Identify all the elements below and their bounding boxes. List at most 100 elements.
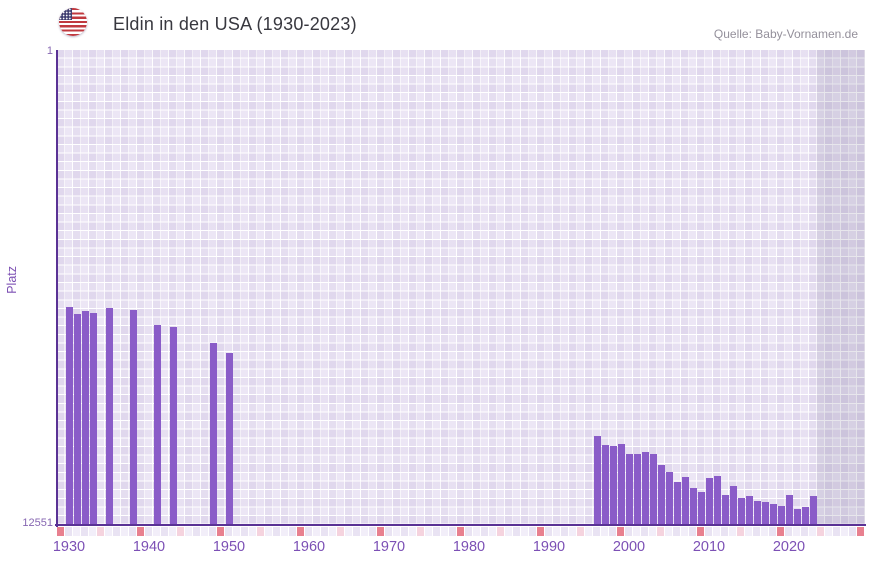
bar-2007[interactable]: [682, 477, 689, 524]
strip-cell: [113, 527, 120, 536]
strip-cell: [481, 527, 488, 536]
strip-cell: [833, 527, 840, 536]
strip-cell: [729, 527, 736, 536]
strip-cell: [529, 527, 536, 536]
strip-cell: [169, 527, 176, 536]
strip-cell: [665, 527, 672, 536]
bar-2004[interactable]: [658, 465, 665, 524]
bar-2015[interactable]: [746, 496, 753, 524]
bar-1938[interactable]: [130, 310, 137, 524]
bar-1933[interactable]: [90, 313, 97, 524]
bar-2019[interactable]: [778, 506, 785, 524]
strip-cell: [129, 527, 136, 536]
bar-1948[interactable]: [210, 343, 217, 524]
strip-cell: [233, 527, 240, 536]
strip-cell: [585, 527, 592, 536]
strip-cell: [713, 527, 720, 536]
us-flag-icon: [59, 8, 87, 36]
strip-cell: [761, 527, 768, 536]
strip-cell: [361, 527, 368, 536]
bar-2006[interactable]: [674, 482, 681, 524]
bar-1941[interactable]: [154, 325, 161, 524]
bar-2020[interactable]: [786, 495, 793, 524]
bar-2021[interactable]: [794, 509, 801, 524]
bar-1950[interactable]: [226, 353, 233, 524]
bar-2002[interactable]: [642, 452, 649, 524]
strip-cell: [185, 527, 192, 536]
strip-marker-red: [217, 527, 224, 536]
strip-cell: [153, 527, 160, 536]
strip-cell: [625, 527, 632, 536]
x-axis-tick-2010: 2010: [692, 539, 726, 555]
strip-marker-red: [777, 527, 784, 536]
strip-cell: [81, 527, 88, 536]
bar-2003[interactable]: [650, 454, 657, 524]
bar-1931[interactable]: [74, 314, 81, 524]
y-axis-label: Platz: [5, 266, 19, 294]
strip-cell: [553, 527, 560, 536]
bar-1935[interactable]: [106, 308, 113, 524]
strip-cell: [609, 527, 616, 536]
bar-2016[interactable]: [754, 501, 761, 524]
strip-marker-red: [697, 527, 704, 536]
strip-cell: [641, 527, 648, 536]
bar-2014[interactable]: [738, 498, 745, 524]
strip-cell: [209, 527, 216, 536]
strip-cell: [689, 527, 696, 536]
bar-2023[interactable]: [810, 496, 817, 524]
strip-marker-pink: [177, 527, 184, 536]
strip-cell: [73, 527, 80, 536]
strip-marker-pink: [257, 527, 264, 536]
strip-cell: [329, 527, 336, 536]
strip-cell: [593, 527, 600, 536]
x-axis-tick-1950: 1950: [212, 539, 246, 555]
strip-cell: [505, 527, 512, 536]
strip-cell: [353, 527, 360, 536]
strip-cell: [601, 527, 608, 536]
bar-2000[interactable]: [626, 454, 633, 524]
strip-cell: [521, 527, 528, 536]
bar-2010[interactable]: [706, 478, 713, 524]
bar-2012[interactable]: [722, 495, 729, 524]
x-axis-tick-2020: 2020: [772, 539, 806, 555]
strip-cell: [545, 527, 552, 536]
strip-cell: [305, 527, 312, 536]
strip-cell: [785, 527, 792, 536]
bar-1999[interactable]: [618, 444, 625, 524]
strip-cell: [673, 527, 680, 536]
strip-marker-pink: [657, 527, 664, 536]
strip-cell: [705, 527, 712, 536]
strip-cell: [121, 527, 128, 536]
bar-2001[interactable]: [634, 454, 641, 524]
bar-1998[interactable]: [610, 446, 617, 524]
bar-2009[interactable]: [698, 492, 705, 524]
strip-cell: [241, 527, 248, 536]
bar-1997[interactable]: [602, 445, 609, 524]
bar-2018[interactable]: [770, 504, 777, 524]
strip-marker-pink: [817, 527, 824, 536]
bar-2022[interactable]: [802, 507, 809, 524]
bar-2005[interactable]: [666, 472, 673, 524]
strip-marker-pink: [737, 527, 744, 536]
bar-2008[interactable]: [690, 488, 697, 524]
strip-cell: [489, 527, 496, 536]
bar-1996[interactable]: [594, 436, 601, 524]
bar-1930[interactable]: [66, 307, 73, 524]
strip-cell: [561, 527, 568, 536]
bar-2013[interactable]: [730, 486, 737, 524]
strip-cell: [769, 527, 776, 536]
strip-cell: [569, 527, 576, 536]
strip-cell: [265, 527, 272, 536]
strip-cell: [449, 527, 456, 536]
strip-cell: [369, 527, 376, 536]
bar-1943[interactable]: [170, 327, 177, 524]
x-axis-tick-1960: 1960: [292, 539, 326, 555]
page-title: Eldin in den USA (1930-2023): [113, 14, 357, 34]
bar-2017[interactable]: [762, 502, 769, 524]
strip-cell: [681, 527, 688, 536]
bar-1932[interactable]: [82, 311, 89, 524]
bar-2011[interactable]: [714, 476, 721, 524]
strip-cell: [465, 527, 472, 536]
strip-marker-pink: [497, 527, 504, 536]
